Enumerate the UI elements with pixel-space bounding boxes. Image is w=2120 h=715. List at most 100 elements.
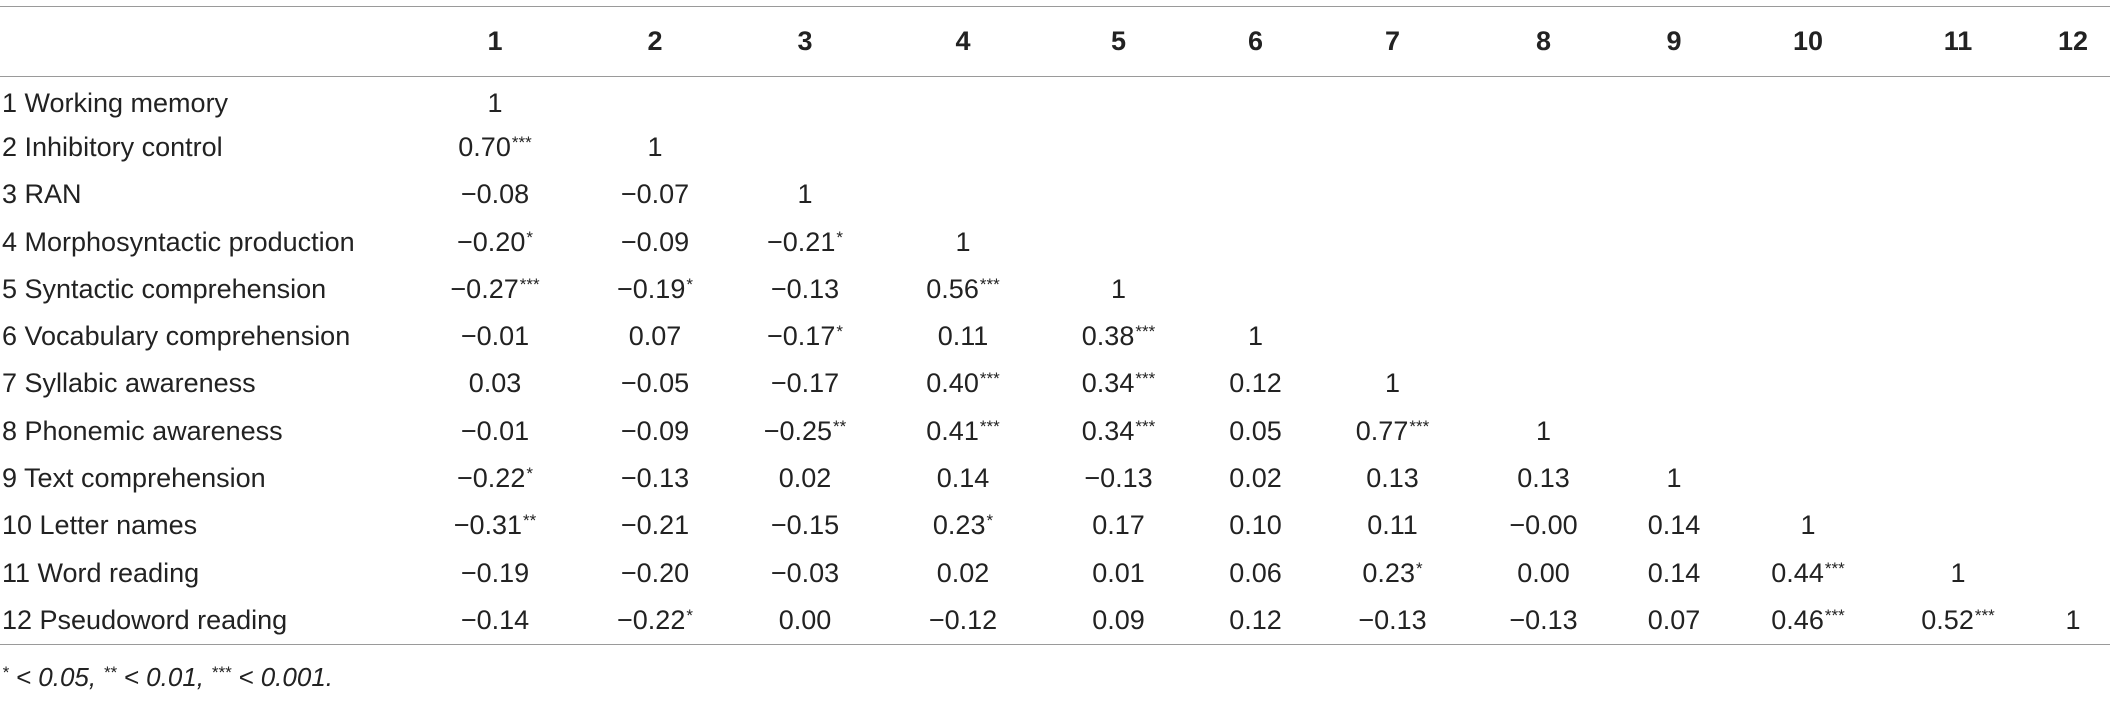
correlation-value: 1 <box>647 131 663 162</box>
table-cell: 0.23* <box>1310 549 1475 596</box>
correlation-value: 0.14 <box>1647 510 1701 541</box>
table-cell <box>1736 360 1880 407</box>
correlation-value: −0.20 <box>457 226 526 257</box>
correlation-value: 0.02 <box>778 463 832 494</box>
table-cell <box>1036 124 1201 171</box>
row-label: 7 Syllabic awareness <box>2 368 256 399</box>
table-row: 6 Vocabulary comprehension −0.01 0.07 −0.17… <box>0 313 2110 360</box>
column-header-6: 6 <box>1201 6 1310 77</box>
table-cell: 0.52*** <box>1880 596 2036 645</box>
correlation-value: 0.44 <box>1771 557 1824 588</box>
table-cell <box>1475 313 1612 360</box>
row-label: 3 RAN <box>2 179 82 210</box>
table-cell <box>1612 77 1736 124</box>
correlation-value: 1 <box>955 226 971 257</box>
header-row: 1 2 3 4 5 6 7 8 9 10 11 12 <box>0 6 2110 77</box>
correlation-value: 0.00 <box>1517 557 1570 588</box>
table-cell: 1 <box>590 124 720 171</box>
table-cell: 1 <box>1036 266 1201 313</box>
table-cell: 0.56*** <box>890 266 1036 313</box>
table-cell <box>1880 124 2036 171</box>
table-cell: 0.77*** <box>1310 408 1475 455</box>
correlation-value: 0.12 <box>1229 368 1282 399</box>
significance-mark: *** <box>979 369 1000 389</box>
footnote-p05-mark: * <box>2 663 9 682</box>
table-cell <box>890 124 1036 171</box>
correlation-value: −0.21 <box>620 510 690 541</box>
table-cell: 0.13 <box>1475 455 1612 502</box>
table-cell <box>2036 77 2110 124</box>
table-cell <box>720 77 890 124</box>
table-cell <box>890 77 1036 124</box>
table-cell: 1 <box>1201 313 1310 360</box>
row-label: 4 Morphosyntactic production <box>2 226 355 257</box>
table-cell: 0.14 <box>890 455 1036 502</box>
table-cell <box>1736 218 1880 265</box>
significance-mark: *** <box>1974 605 1995 625</box>
table-cell: −0.19* <box>590 266 720 313</box>
correlation-value: 0.07 <box>1647 604 1701 635</box>
table-cell <box>1880 171 2036 218</box>
column-header-11: 11 <box>1880 6 2036 77</box>
table-cell <box>1475 124 1612 171</box>
table-cell: −0.19 <box>400 549 590 596</box>
table-cell <box>1612 124 1736 171</box>
significance-mark: *** <box>1135 416 1156 436</box>
table-cell: 0.44*** <box>1736 549 1880 596</box>
correlation-value: 0.38 <box>1081 321 1135 352</box>
table-cell <box>1310 124 1475 171</box>
correlation-value: 0.56 <box>926 273 979 304</box>
table-cell: 1 <box>400 77 590 124</box>
significance-mark: * <box>986 511 994 531</box>
table-cell: 0.05 <box>1201 408 1310 455</box>
correlation-value: 0.70 <box>458 131 511 162</box>
correlation-value: −0.12 <box>928 604 998 635</box>
row-label: 12 Pseudoword reading <box>0 596 400 645</box>
correlation-value: 0.34 <box>1081 368 1135 399</box>
table-row: 7 Syllabic awareness 0.03 −0.05 −0.17 0.40**… <box>0 360 2110 407</box>
table-cell <box>1880 502 2036 549</box>
table-cell: 0.09 <box>1036 596 1201 645</box>
significance-mark: * <box>836 322 843 342</box>
correlation-value: 1 <box>1800 510 1816 541</box>
table-cell: 1 <box>1310 360 1475 407</box>
table-cell: 0.40*** <box>890 360 1036 407</box>
correlation-value: −0.19 <box>460 557 530 588</box>
table-cell <box>2036 360 2110 407</box>
table-cell <box>1880 266 2036 313</box>
table-cell: 0.23* <box>890 502 1036 549</box>
table-cell: 0.07 <box>590 313 720 360</box>
column-header-1: 1 <box>400 6 590 77</box>
table-cell: 0.11 <box>890 313 1036 360</box>
correlation-value: 0.23 <box>932 510 986 541</box>
table-cell: 0.34*** <box>1036 408 1201 455</box>
table-cell <box>1201 171 1310 218</box>
column-header-8: 8 <box>1475 6 1612 77</box>
correlation-value: 0.02 <box>936 557 990 588</box>
table-cell <box>1475 171 1612 218</box>
table-cell: −0.05 <box>590 360 720 407</box>
table-cell: −0.13 <box>590 455 720 502</box>
table-cell <box>720 124 890 171</box>
row-label: 2 Inhibitory control <box>2 131 223 162</box>
table-cell <box>1310 171 1475 218</box>
table-cell: −0.22* <box>400 455 590 502</box>
table-cell <box>2036 408 2110 455</box>
table-cell: 0.34*** <box>1036 360 1201 407</box>
correlation-value: 1 <box>1535 415 1552 446</box>
column-header-7: 7 <box>1310 6 1475 77</box>
column-header-4: 4 <box>890 6 1036 77</box>
correlation-value: 0.13 <box>1366 463 1419 494</box>
correlation-value: 0.13 <box>1517 463 1570 494</box>
table-cell: 0.01 <box>1036 549 1201 596</box>
table-cell <box>1612 171 1736 218</box>
correlation-value: −0.17 <box>770 368 840 399</box>
significance-mark: *** <box>1135 322 1156 342</box>
significance-mark: *** <box>1824 605 1845 625</box>
table-header: 1 2 3 4 5 6 7 8 9 10 11 12 <box>0 6 2110 77</box>
table-cell <box>2036 549 2110 596</box>
table-cell <box>1612 408 1736 455</box>
table-cell <box>1475 77 1612 124</box>
correlation-value: 0.46 <box>1771 604 1824 635</box>
table-cell: −0.21 <box>590 502 720 549</box>
